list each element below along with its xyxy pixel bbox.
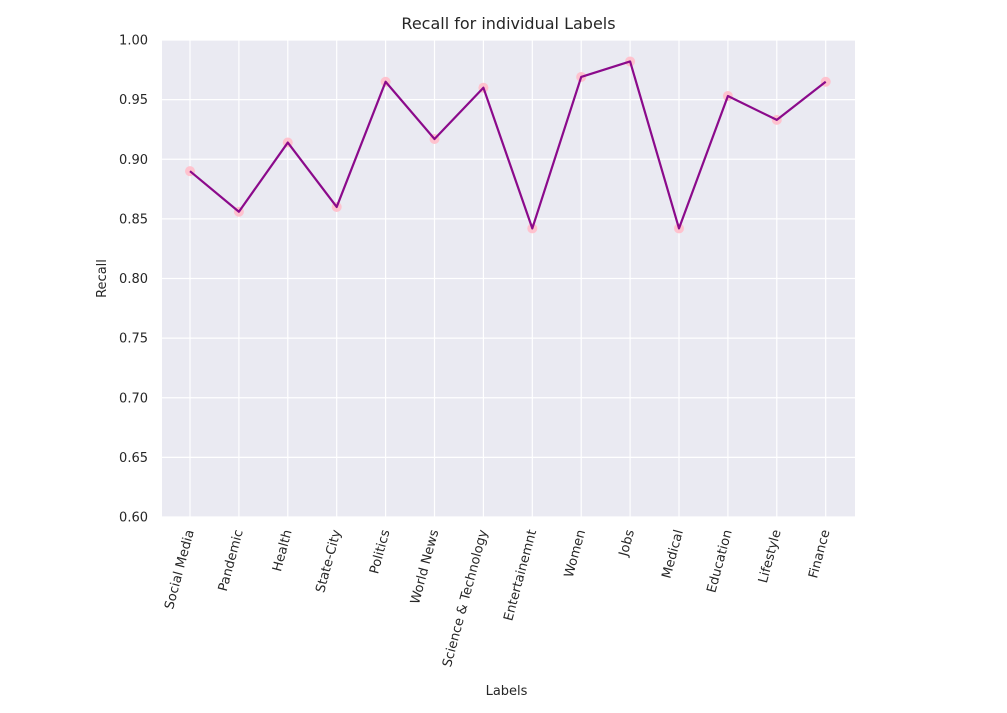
y-tick-label: 1.00 [119, 34, 148, 49]
x-tick-label: Lifestyle [756, 528, 785, 585]
y-tick-label: 0.70 [119, 391, 148, 406]
y-axis-label: Recall [95, 259, 110, 298]
x-tick-label: Education [705, 528, 736, 594]
x-tick-label: Pandemic [216, 528, 247, 593]
x-tick-label: State-City [313, 528, 344, 595]
y-tick-label: 0.85 [119, 212, 148, 227]
x-tick-label: Entertainemnt [501, 528, 540, 622]
x-axis-label: Labels [486, 684, 528, 699]
x-tick-label: Medical [659, 528, 686, 580]
y-tick-labels: 0.60 0.65 0.70 0.75 0.80 0.85 0.90 0.95 1.00 [119, 34, 148, 526]
chart-title: Recall for individual Labels [401, 14, 615, 33]
x-tick-label: World News [408, 528, 442, 606]
grid-lines [162, 39, 855, 518]
x-tick-label: Women [562, 528, 589, 579]
y-tick-label: 0.60 [119, 511, 148, 526]
y-tick-label: 0.80 [119, 272, 148, 287]
recall-series-line [189, 60, 827, 230]
x-tick-labels: Social Media Pandemic Health State-City Poli… [162, 528, 833, 669]
x-tick-label: Politics [367, 528, 393, 576]
y-tick-label: 0.75 [119, 332, 148, 347]
x-tick-label: Finance [806, 528, 833, 580]
y-tick-label: 0.95 [119, 93, 148, 108]
x-tick-label: Jobs [616, 528, 638, 559]
series-line-layer [189, 60, 827, 230]
y-tick-label: 0.65 [119, 451, 148, 466]
x-tick-label: Social Media [162, 528, 198, 611]
x-tick-label: Health [270, 528, 296, 573]
y-tick-label: 0.90 [119, 153, 148, 168]
x-tick-label: Science & Technology [440, 528, 491, 669]
